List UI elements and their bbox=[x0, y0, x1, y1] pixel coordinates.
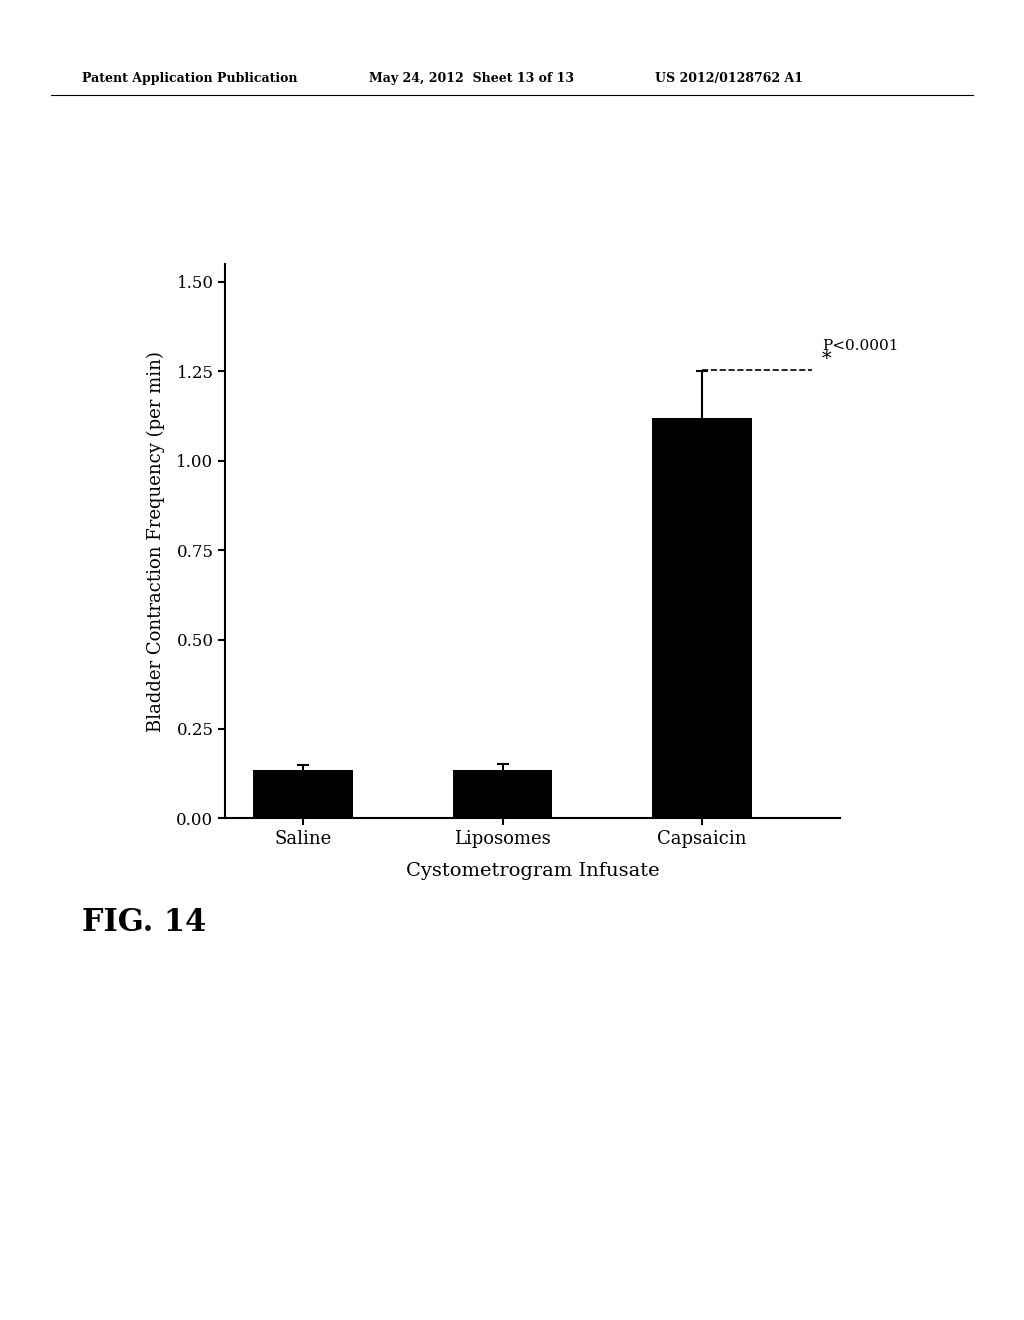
Text: FIG. 14: FIG. 14 bbox=[82, 907, 206, 937]
Y-axis label: Bladder Contraction Frequency (per min): Bladder Contraction Frequency (per min) bbox=[147, 351, 165, 731]
X-axis label: Cystometrogram Infusate: Cystometrogram Infusate bbox=[406, 862, 659, 880]
Bar bbox=[453, 770, 552, 818]
Text: *: * bbox=[821, 350, 831, 368]
Text: May 24, 2012  Sheet 13 of 13: May 24, 2012 Sheet 13 of 13 bbox=[369, 71, 573, 84]
Bar bbox=[253, 770, 353, 818]
Text: P<0.0001: P<0.0001 bbox=[821, 339, 898, 354]
Text: US 2012/0128762 A1: US 2012/0128762 A1 bbox=[655, 71, 804, 84]
Bar bbox=[652, 418, 752, 818]
Text: Patent Application Publication: Patent Application Publication bbox=[82, 71, 297, 84]
